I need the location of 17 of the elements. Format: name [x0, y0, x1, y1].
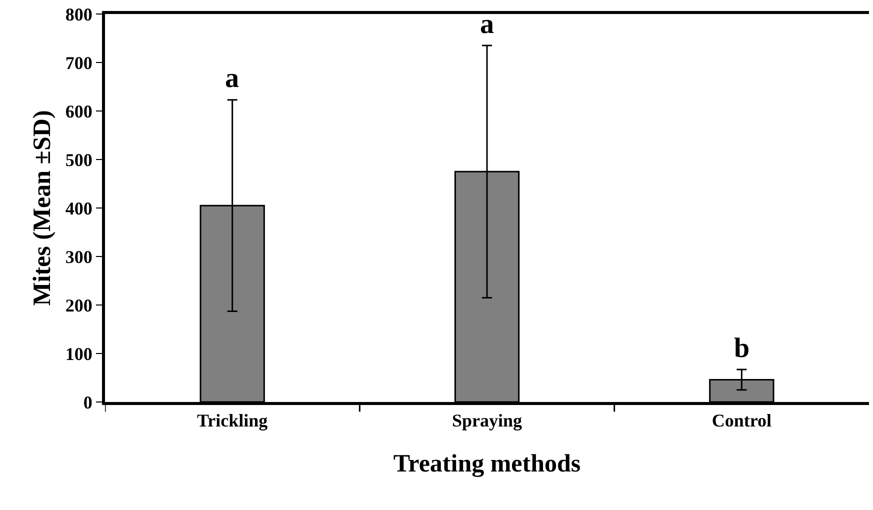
y-tick-label: 500: [65, 150, 92, 170]
y-tick-label: 400: [65, 198, 92, 218]
y-tick-label: 0: [83, 392, 92, 412]
annotation: a: [480, 9, 494, 40]
annotation: a: [225, 63, 239, 94]
y-tick-label: 700: [65, 52, 92, 73]
y-tick-label: 600: [65, 101, 92, 122]
y-axis-title: Mites (Mean ±SD): [29, 110, 56, 306]
y-tick-label: 300: [65, 246, 92, 267]
y-tick-label: 100: [65, 344, 92, 364]
x-axis-title: Treating methods: [393, 450, 581, 478]
y-tick-label: 800: [65, 4, 92, 24]
annotation: b: [734, 333, 750, 364]
x-tick-label: Control: [712, 410, 772, 431]
y-tick-label: 200: [65, 295, 92, 316]
x-tick-label: Spraying: [452, 410, 522, 431]
x-tick-label: Trickling: [196, 410, 268, 431]
